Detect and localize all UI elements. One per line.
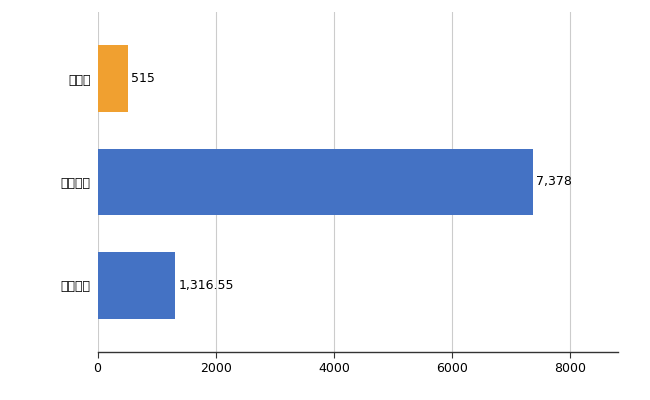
Bar	[98, 148, 534, 216]
Bar	[98, 46, 128, 112]
Bar	[98, 252, 176, 318]
Text: 1,316.55: 1,316.55	[178, 278, 234, 292]
Text: 515: 515	[131, 72, 155, 86]
Text: 7,378: 7,378	[536, 176, 572, 188]
